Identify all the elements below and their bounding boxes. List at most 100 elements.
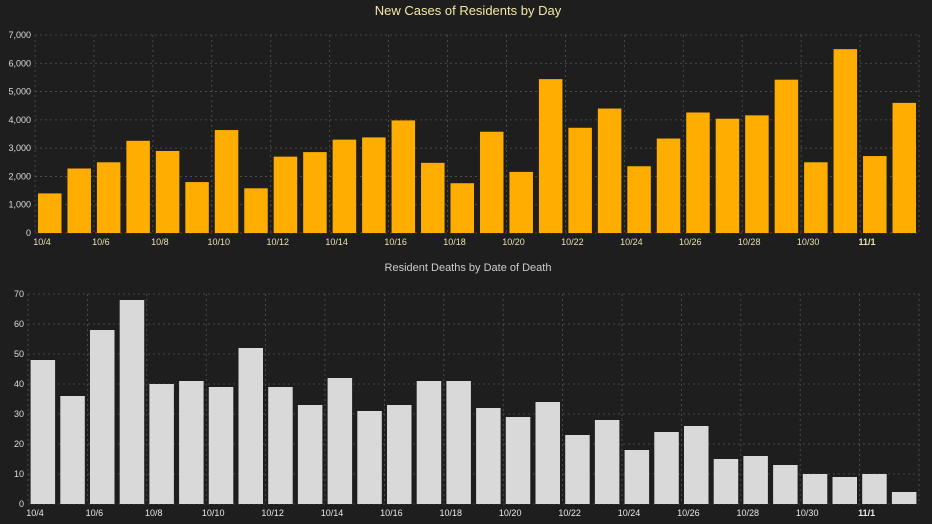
y-tick-label: 70 bbox=[14, 289, 24, 299]
bar[interactable] bbox=[774, 79, 799, 233]
bar[interactable] bbox=[509, 171, 533, 233]
x-tick-label: 10/14 bbox=[325, 237, 348, 247]
bar[interactable] bbox=[67, 168, 91, 233]
bar[interactable] bbox=[185, 182, 209, 233]
bar[interactable] bbox=[891, 492, 917, 504]
bar[interactable] bbox=[238, 348, 264, 504]
chart-title: New Cases of Residents by Day bbox=[375, 3, 562, 18]
y-tick-label: 40 bbox=[14, 379, 24, 389]
x-tick-label: 10/4 bbox=[26, 508, 44, 518]
bar[interactable] bbox=[149, 384, 174, 504]
y-tick-label: 60 bbox=[14, 319, 24, 329]
x-tick-label: 10/26 bbox=[677, 508, 700, 518]
chart-title: Resident Deaths by Date of Death bbox=[385, 262, 552, 274]
bar[interactable] bbox=[357, 411, 382, 504]
bar[interactable] bbox=[862, 474, 887, 504]
bar[interactable] bbox=[30, 360, 56, 504]
bar[interactable] bbox=[656, 138, 681, 233]
bar[interactable] bbox=[833, 49, 858, 234]
y-tick-label: 7,000 bbox=[8, 30, 31, 40]
x-tick-label: 10/28 bbox=[738, 237, 761, 247]
x-tick-label: 10/20 bbox=[499, 508, 522, 518]
bar[interactable] bbox=[594, 420, 620, 504]
bar[interactable] bbox=[568, 127, 592, 233]
x-tick-label: 10/24 bbox=[618, 508, 641, 518]
bar[interactable] bbox=[538, 79, 563, 233]
x-tick-label: 10/12 bbox=[261, 508, 284, 518]
bar[interactable] bbox=[446, 381, 471, 504]
bar[interactable] bbox=[627, 166, 651, 233]
bar[interactable] bbox=[391, 120, 416, 233]
bar[interactable] bbox=[745, 115, 769, 233]
x-tick-label: 10/12 bbox=[266, 237, 289, 247]
bar[interactable] bbox=[597, 108, 622, 233]
y-tick-label: 0 bbox=[26, 228, 31, 238]
bar[interactable] bbox=[268, 387, 293, 504]
bar[interactable] bbox=[804, 162, 828, 233]
bar[interactable] bbox=[892, 102, 917, 233]
x-tick-label: 10/28 bbox=[737, 508, 760, 518]
x-tick-label: 10/30 bbox=[796, 508, 819, 518]
bar[interactable] bbox=[421, 162, 445, 233]
x-tick-label: 10/10 bbox=[202, 508, 225, 518]
bar[interactable] bbox=[416, 381, 442, 504]
bar[interactable] bbox=[624, 450, 650, 504]
bar[interactable] bbox=[684, 426, 709, 504]
x-tick-label: 10/30 bbox=[797, 237, 820, 247]
x-tick-label: 10/26 bbox=[679, 237, 702, 247]
x-tick-label: 10/16 bbox=[384, 237, 407, 247]
x-tick-label: 10/8 bbox=[151, 237, 169, 247]
bar[interactable] bbox=[155, 150, 180, 233]
y-tick-label: 2,000 bbox=[8, 171, 31, 181]
x-tick-label: 10/4 bbox=[33, 237, 51, 247]
bar[interactable] bbox=[479, 131, 504, 233]
bar[interactable] bbox=[686, 112, 710, 233]
y-tick-label: 6,000 bbox=[8, 58, 31, 68]
bar[interactable] bbox=[565, 435, 590, 504]
y-tick-label: 1,000 bbox=[8, 200, 31, 210]
y-tick-label: 30 bbox=[14, 409, 24, 419]
bar[interactable] bbox=[773, 465, 798, 504]
bar[interactable] bbox=[387, 405, 412, 504]
x-tick-label: 10/6 bbox=[92, 237, 110, 247]
x-tick-label: 10/6 bbox=[86, 508, 104, 518]
bar[interactable] bbox=[119, 300, 145, 504]
bar[interactable] bbox=[505, 417, 531, 504]
y-tick-label: 4,000 bbox=[8, 115, 31, 125]
x-tick-label: 10/22 bbox=[561, 237, 584, 247]
bar[interactable] bbox=[535, 402, 561, 504]
y-tick-label: 0 bbox=[19, 499, 24, 509]
bar[interactable] bbox=[297, 405, 323, 504]
bar[interactable] bbox=[715, 118, 740, 233]
bar[interactable] bbox=[126, 140, 150, 233]
bar[interactable] bbox=[832, 477, 858, 504]
bar[interactable] bbox=[863, 156, 887, 233]
bar[interactable] bbox=[743, 456, 768, 504]
bar[interactable] bbox=[37, 193, 62, 233]
y-tick-label: 3,000 bbox=[8, 143, 31, 153]
bar[interactable] bbox=[96, 162, 121, 233]
bar[interactable] bbox=[214, 130, 239, 233]
bar[interactable] bbox=[208, 387, 234, 504]
x-tick-label: 10/24 bbox=[620, 237, 643, 247]
x-tick-label: 11/1 bbox=[858, 508, 875, 518]
x-tick-label: 11/1 bbox=[859, 237, 876, 247]
bar[interactable] bbox=[362, 137, 386, 233]
bar[interactable] bbox=[303, 152, 327, 233]
x-tick-label: 10/22 bbox=[558, 508, 581, 518]
bar[interactable] bbox=[332, 139, 357, 233]
bar[interactable] bbox=[273, 156, 298, 233]
bar[interactable] bbox=[654, 432, 679, 504]
bar[interactable] bbox=[802, 474, 828, 504]
bar[interactable] bbox=[450, 183, 475, 233]
bar[interactable] bbox=[327, 378, 353, 504]
bar[interactable] bbox=[713, 459, 739, 504]
bar[interactable] bbox=[244, 188, 268, 233]
x-tick-label: 10/18 bbox=[440, 508, 463, 518]
bar[interactable] bbox=[60, 396, 85, 504]
bar[interactable] bbox=[476, 408, 501, 504]
bar[interactable] bbox=[90, 330, 115, 504]
resident-deaths-chart: Resident Deaths by Date of Death 0 10 20 30… bbox=[14, 262, 920, 518]
bar[interactable] bbox=[179, 381, 204, 504]
